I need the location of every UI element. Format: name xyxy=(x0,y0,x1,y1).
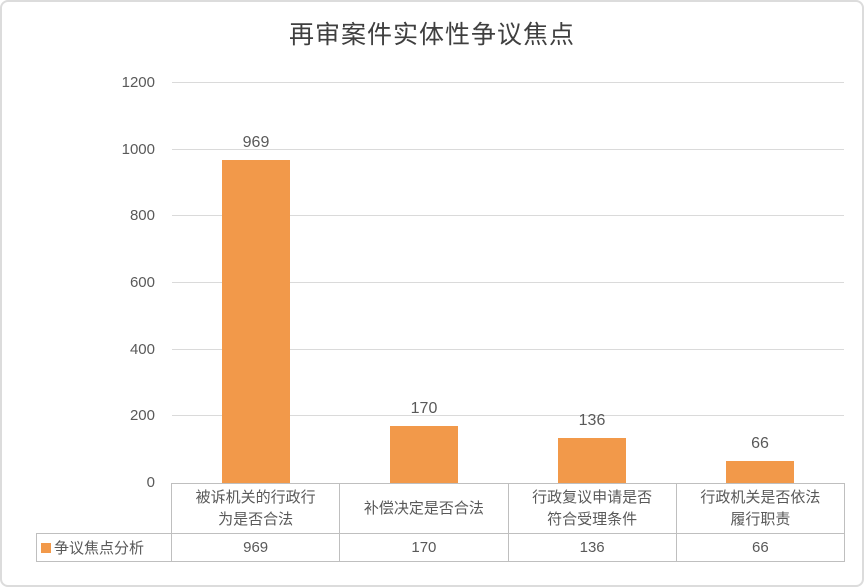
data-table-value: 136 xyxy=(509,533,677,561)
y-axis-tick-label: 1200 xyxy=(121,74,155,91)
gridline xyxy=(172,148,844,150)
category-label: 行政机关是否依法履行职责 xyxy=(700,488,821,528)
y-axis-tick-label: 400 xyxy=(129,340,155,358)
data-table-value: 969 xyxy=(172,533,341,561)
y-axis: 0 200 400 600 800 1000 1200 xyxy=(2,74,162,491)
data-table-value: 66 xyxy=(752,538,769,556)
bar xyxy=(390,426,458,483)
y-axis-tick-label: 0 xyxy=(146,474,155,491)
gridline xyxy=(172,282,844,283)
y-axis-tick-label: 600 xyxy=(129,274,155,291)
bar-data-label: 136 xyxy=(578,412,606,429)
legend-series-label: 争议焦点分析 xyxy=(54,540,145,557)
y-axis-tick-label: 800 xyxy=(129,207,155,225)
category-label: 行政复议申请是否符合受理条件 xyxy=(509,484,677,533)
gridline xyxy=(172,82,844,83)
chart-title: 再审案件实体性争议焦点 xyxy=(288,22,575,49)
bar xyxy=(222,160,290,483)
gridline xyxy=(172,215,844,217)
bar xyxy=(726,461,794,483)
category-label: 被诉机关的行政行为是否合法 xyxy=(172,484,341,533)
category-axis-table: 被诉机关的行政行为是否合法 补偿决定是否合法 行政复议申请是否符合受理条件 行政机关是… xyxy=(171,483,845,534)
bar xyxy=(558,438,626,483)
legend: 争议焦点分析 xyxy=(36,533,171,562)
legend-key-swatch xyxy=(41,542,51,553)
data-table-value: 170 xyxy=(340,533,509,561)
gridline xyxy=(172,415,844,417)
gridline xyxy=(172,348,844,350)
bar-data-label: 170 xyxy=(410,400,438,417)
y-axis-tick-label: 1000 xyxy=(121,140,155,158)
category-label: 补偿决定是否合法 xyxy=(340,484,509,533)
bar-data-label: 66 xyxy=(751,435,769,452)
bar-data-label: 969 xyxy=(242,134,270,151)
y-axis-tick-label: 200 xyxy=(129,407,155,425)
plot-area: 969 170 136 66 xyxy=(172,82,844,483)
data-table-values-row: 969 170 136 66 xyxy=(171,533,845,562)
